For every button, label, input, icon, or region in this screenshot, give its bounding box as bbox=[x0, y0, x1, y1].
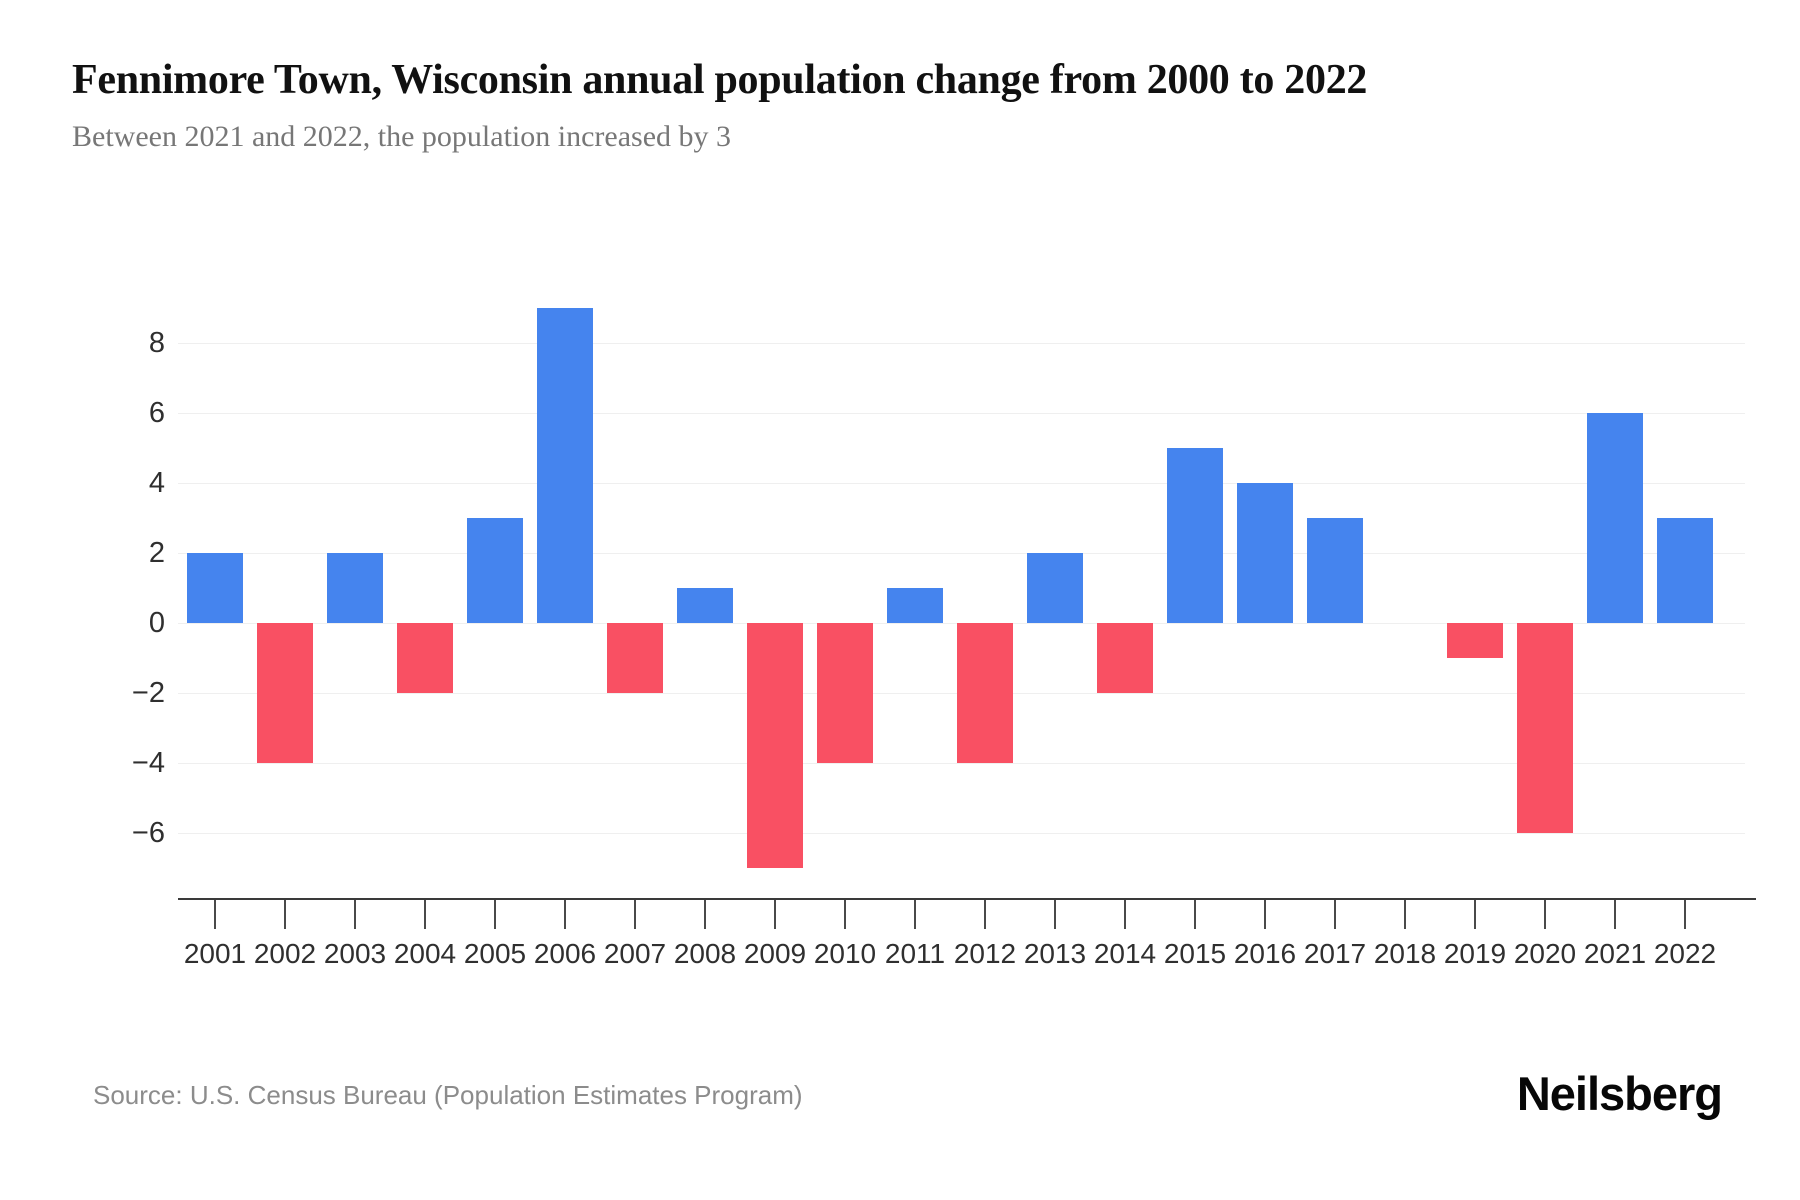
chart: 8 6 4 2 0 −2 −4 −6 2001 2002 2003 2004 2005 2006 2007 2… bbox=[131, 308, 1756, 969]
x-axis-tick bbox=[1334, 900, 1336, 929]
bar-2012 bbox=[957, 623, 1013, 763]
x-axis-label: 2005 bbox=[463, 938, 527, 969]
x-axis-label: 2007 bbox=[603, 938, 667, 969]
bar-2013 bbox=[1027, 553, 1083, 623]
x-axis-label: 2018 bbox=[1373, 938, 1437, 969]
x-axis-label: 2006 bbox=[533, 938, 597, 969]
bar-2004 bbox=[397, 623, 453, 693]
source-text: Source: U.S. Census Bureau (Population E… bbox=[93, 1080, 803, 1110]
page-subtitle: Between 2021 and 2022, the population in… bbox=[72, 120, 732, 153]
x-axis-tick bbox=[354, 900, 356, 929]
bar-2017 bbox=[1307, 518, 1363, 623]
plot-gridline bbox=[178, 413, 1745, 414]
x-axis-label: 2012 bbox=[953, 938, 1017, 969]
x-axis-tick bbox=[214, 900, 216, 929]
x-axis-line bbox=[178, 898, 1756, 900]
bar-2022 bbox=[1657, 518, 1713, 623]
x-axis-tick bbox=[844, 900, 846, 929]
x-axis-label: 2021 bbox=[1583, 938, 1647, 969]
x-axis-tick bbox=[704, 900, 706, 929]
x-axis-label: 2017 bbox=[1303, 938, 1367, 969]
x-axis-tick bbox=[914, 900, 916, 929]
y-axis-label: −6 bbox=[131, 817, 165, 849]
x-axis-label: 2010 bbox=[813, 938, 877, 969]
x-axis-label: 2014 bbox=[1093, 938, 1157, 969]
bar-2011 bbox=[887, 588, 943, 623]
x-axis-label: 2008 bbox=[673, 938, 737, 969]
x-axis-label: 2020 bbox=[1513, 938, 1577, 969]
x-axis-tick bbox=[1404, 900, 1406, 929]
x-axis-tick bbox=[1614, 900, 1616, 929]
x-axis-label: 2019 bbox=[1443, 938, 1507, 969]
plot-gridline bbox=[178, 833, 1745, 834]
plot-gridline bbox=[178, 763, 1745, 764]
x-axis-label: 2004 bbox=[393, 938, 457, 969]
x-axis-label: 2011 bbox=[884, 938, 946, 969]
x-axis-tick bbox=[1474, 900, 1476, 929]
page-title: Fennimore Town, Wisconsin annual populat… bbox=[72, 57, 1368, 103]
bar-2015 bbox=[1167, 448, 1223, 623]
x-axis-tick bbox=[424, 900, 426, 929]
bar-2008 bbox=[677, 588, 733, 623]
x-axis-tick bbox=[564, 900, 566, 929]
x-axis-tick bbox=[494, 900, 496, 929]
x-axis-label: 2001 bbox=[183, 938, 247, 969]
x-axis-tick bbox=[1124, 900, 1126, 929]
y-axis-label: 2 bbox=[148, 537, 165, 569]
bar-2016 bbox=[1237, 483, 1293, 623]
x-axis-label: 2003 bbox=[323, 938, 387, 969]
x-axis-label: 2015 bbox=[1163, 938, 1227, 969]
y-axis-label: 6 bbox=[148, 397, 165, 429]
bar-2007 bbox=[607, 623, 663, 693]
x-axis-tick bbox=[1264, 900, 1266, 929]
bar-2003 bbox=[327, 553, 383, 623]
x-axis-tick bbox=[1054, 900, 1056, 929]
y-axis-label: 4 bbox=[148, 467, 165, 499]
x-axis-tick bbox=[1684, 900, 1686, 929]
x-axis-tick bbox=[634, 900, 636, 929]
bar-2006 bbox=[537, 308, 593, 623]
brand-logo: Neilsberg bbox=[1516, 1067, 1723, 1120]
x-axis-tick bbox=[1544, 900, 1546, 929]
bar-2020 bbox=[1517, 623, 1573, 833]
y-axis-label: −4 bbox=[131, 747, 165, 779]
plot-gridline bbox=[178, 343, 1745, 344]
x-axis-tick bbox=[1194, 900, 1196, 929]
plot-gridline bbox=[178, 553, 1745, 554]
bar-2005 bbox=[467, 518, 523, 623]
bar-2009 bbox=[747, 623, 803, 868]
bar-2001 bbox=[187, 553, 243, 623]
y-axis-label: 8 bbox=[148, 327, 165, 359]
x-axis-tick bbox=[984, 900, 986, 929]
x-axis-label: 2009 bbox=[743, 938, 807, 969]
x-axis-label: 2013 bbox=[1023, 938, 1087, 969]
bar-2019 bbox=[1447, 623, 1503, 658]
x-axis-tick bbox=[774, 900, 776, 929]
plot-gridline bbox=[178, 483, 1745, 484]
x-axis-label: 2016 bbox=[1233, 938, 1297, 969]
x-axis-tick bbox=[284, 900, 286, 929]
bar-2010 bbox=[817, 623, 873, 763]
bar-2021 bbox=[1587, 413, 1643, 623]
y-axis-label: 0 bbox=[148, 607, 165, 639]
y-axis-label: −2 bbox=[131, 677, 165, 709]
bar-2014 bbox=[1097, 623, 1153, 693]
x-axis-label: 2022 bbox=[1653, 938, 1717, 969]
x-axis-label: 2002 bbox=[253, 938, 317, 969]
bar-2002 bbox=[257, 623, 313, 763]
